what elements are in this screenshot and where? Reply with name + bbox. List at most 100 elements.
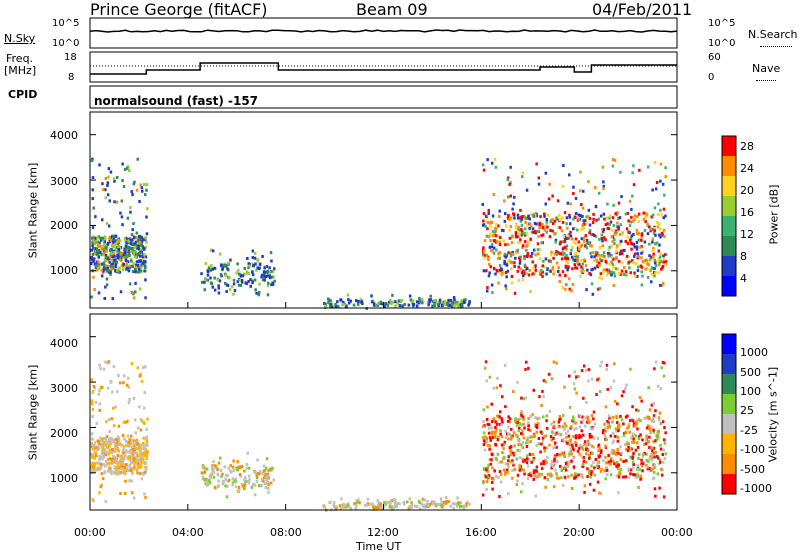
velocity-cell — [579, 472, 582, 476]
power-cell — [614, 212, 617, 216]
power-cell — [108, 236, 111, 240]
velocity-cell — [572, 456, 576, 460]
velocity-cell — [265, 481, 269, 485]
power-cell — [652, 271, 656, 274]
velocity-cell — [98, 457, 101, 461]
power-cell — [565, 244, 569, 248]
power-cell — [577, 249, 581, 253]
power-cell — [241, 274, 245, 278]
power-cell — [575, 266, 579, 270]
power-cell — [204, 262, 208, 266]
power-cell — [635, 247, 639, 251]
power-cell — [555, 250, 558, 253]
power-cell — [592, 217, 595, 221]
power-cell — [92, 275, 95, 279]
velocity-ytick-2000: 2000 — [50, 427, 78, 440]
power-cell — [143, 259, 146, 263]
velocity-cell — [608, 416, 611, 420]
power-cell — [661, 233, 665, 237]
power-cell — [602, 186, 605, 190]
velocity-cell — [129, 440, 133, 444]
velocity-cell — [211, 471, 215, 474]
velocity-cell — [627, 424, 631, 428]
power-cell — [613, 238, 616, 242]
power-cell — [269, 251, 273, 255]
power-cell — [596, 260, 599, 264]
power-cell — [551, 265, 555, 269]
power-cell — [121, 223, 124, 227]
power-cell — [614, 257, 618, 261]
velocity-cell — [403, 502, 406, 506]
velocity-cell — [631, 419, 635, 423]
power-cell — [217, 284, 220, 288]
velocity-cell — [659, 443, 662, 447]
velocity-cell — [124, 491, 127, 495]
power-cell — [664, 166, 667, 170]
power-cell — [342, 300, 345, 304]
power-cell — [633, 214, 637, 218]
velocity-cell — [142, 472, 145, 476]
velocity-cell — [131, 452, 134, 456]
power-cell — [601, 253, 604, 257]
velocity-cell — [140, 443, 143, 447]
velocity-cell — [145, 437, 148, 441]
power-cell — [503, 199, 506, 203]
power-cell — [258, 291, 261, 294]
power-cell — [505, 263, 508, 267]
power-cell — [528, 217, 531, 221]
velocity-cell — [114, 437, 118, 441]
power-cell — [608, 214, 612, 218]
power-cell — [138, 237, 141, 241]
velocity-cell — [501, 395, 504, 399]
power-cell — [569, 230, 572, 234]
power-cell — [521, 278, 524, 282]
power-cell — [662, 207, 666, 211]
power-cell — [640, 232, 644, 236]
velocity-cell — [459, 505, 463, 508]
noise-search-dots — [760, 46, 792, 47]
power-cell — [661, 264, 665, 268]
velocity-cell — [116, 454, 120, 458]
velocity-cell — [376, 499, 379, 503]
velocity-cell — [568, 374, 571, 378]
velocity-cell — [236, 468, 239, 472]
power-cell — [482, 219, 485, 223]
power-cell — [564, 287, 567, 291]
velocity-cell — [542, 379, 546, 383]
power-cell — [624, 270, 628, 274]
power-cell — [658, 255, 662, 259]
velocity-cell — [264, 472, 267, 476]
power-cell — [524, 231, 527, 235]
power-cell — [361, 302, 364, 306]
power-cell — [513, 216, 516, 220]
power-cell — [145, 183, 149, 187]
velocity-cell — [591, 427, 594, 431]
velocity-cell — [138, 454, 141, 458]
power-cell — [636, 252, 639, 256]
power-cell — [595, 253, 598, 257]
power-cbar-tick-8: 8 — [740, 250, 747, 263]
power-cell — [631, 259, 634, 263]
velocity-cell — [454, 502, 457, 506]
velocity-cell — [654, 360, 658, 364]
power-cell — [569, 252, 572, 256]
power-cell — [522, 274, 525, 278]
power-cell — [137, 267, 141, 271]
power-cell — [528, 268, 531, 272]
power-cell — [122, 267, 125, 271]
velocity-cell — [139, 463, 143, 467]
power-cell — [136, 157, 139, 161]
velocity-cell — [135, 468, 138, 472]
velocity-cell — [489, 462, 492, 466]
power-cell — [548, 182, 551, 186]
power-cell — [492, 251, 496, 255]
velocity-cell — [116, 439, 119, 442]
velocity-cell — [589, 435, 592, 439]
velocity-cell — [640, 399, 643, 403]
power-cell — [612, 283, 616, 287]
power-cell — [526, 253, 529, 257]
station-title: Prince George (fitACF) — [90, 0, 268, 19]
velocity-cell — [216, 473, 220, 477]
power-cell — [131, 228, 134, 232]
velocity-cell — [498, 470, 502, 474]
